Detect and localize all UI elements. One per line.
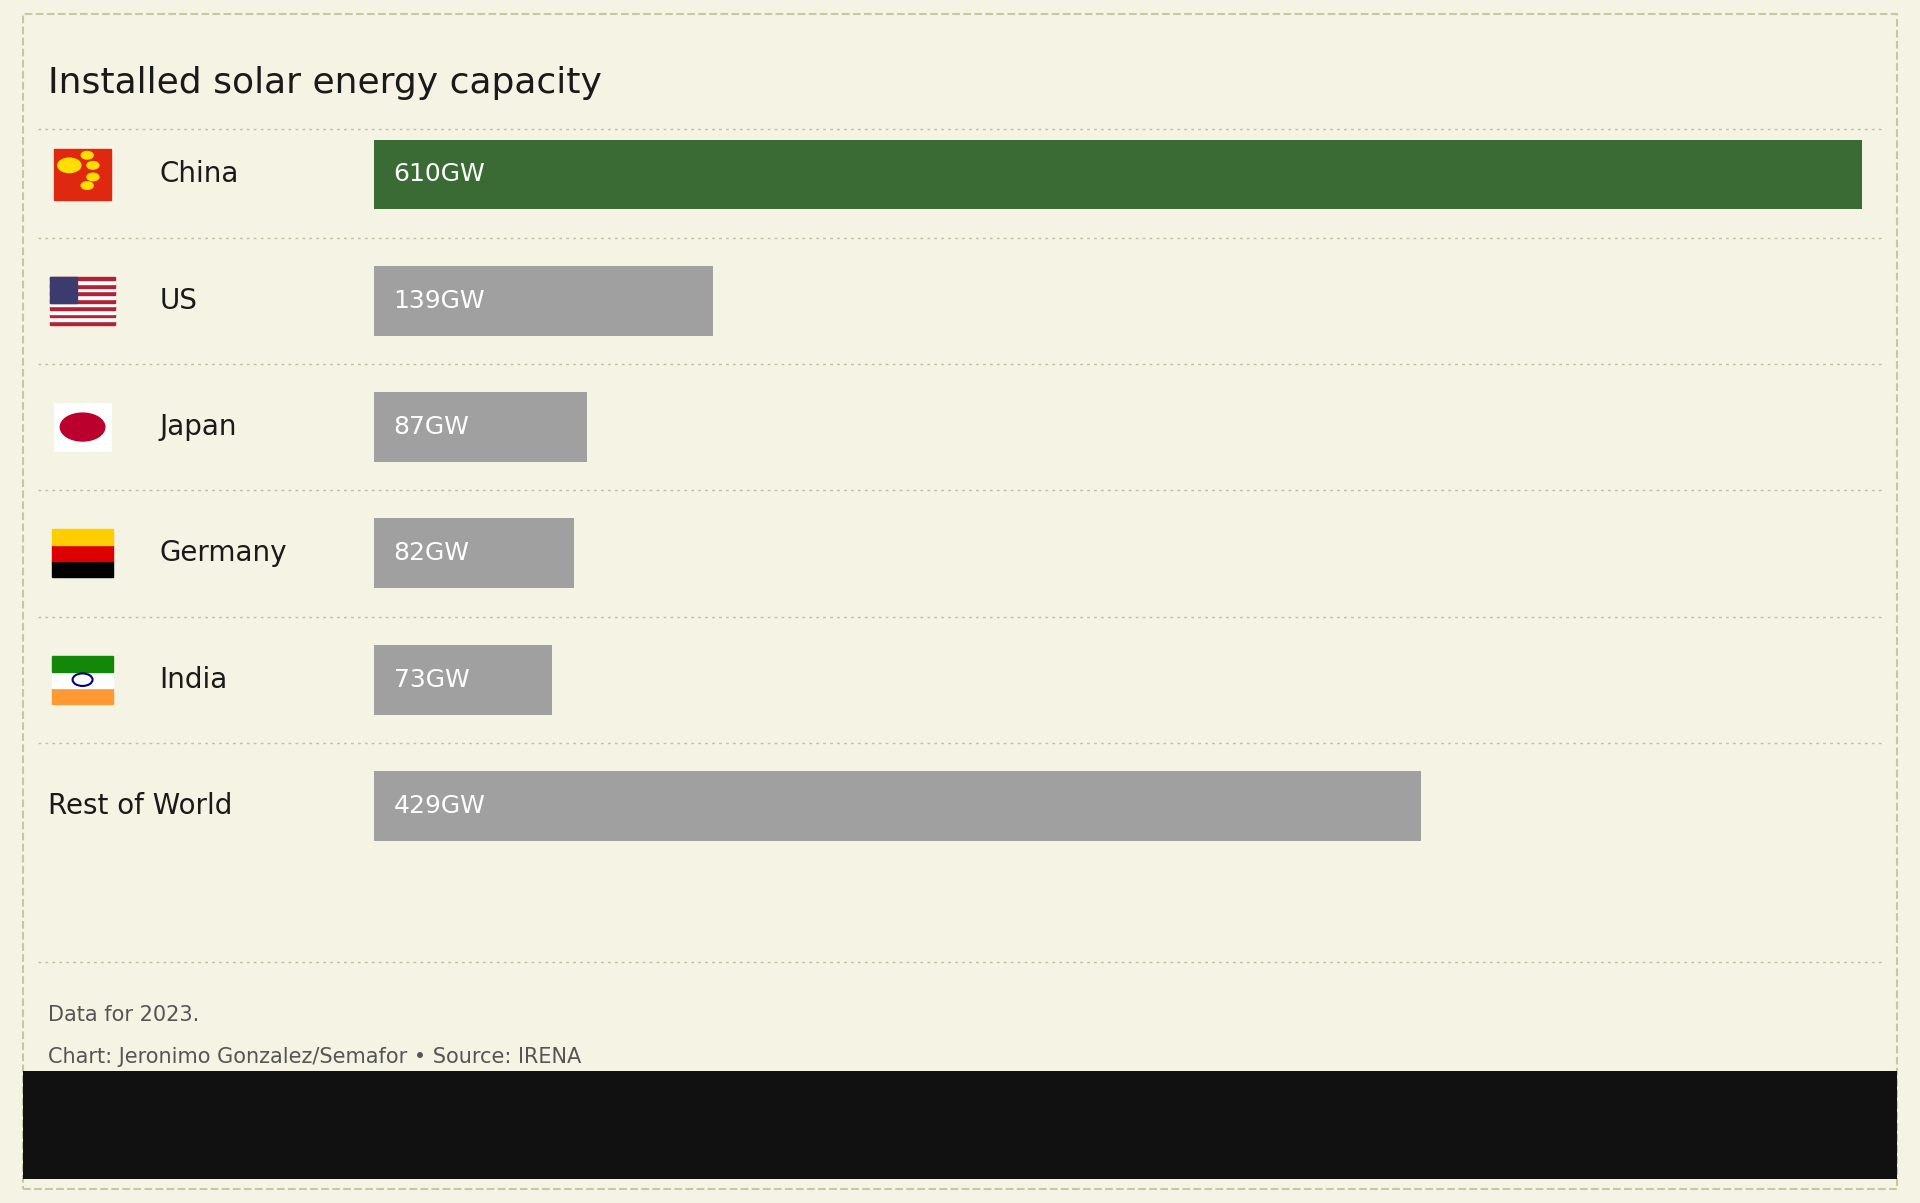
Bar: [50, 310, 115, 314]
Bar: [50, 280, 115, 284]
Bar: [50, 277, 77, 303]
Circle shape: [60, 413, 106, 442]
Bar: [52, 529, 113, 545]
Text: China: China: [159, 160, 238, 189]
Text: Installed solar energy capacity: Installed solar energy capacity: [48, 66, 601, 100]
Text: Chart: Jeronimo Gonzalez/Semafor • Source: IRENA: Chart: Jeronimo Gonzalez/Semafor • Sourc…: [48, 1047, 582, 1067]
Bar: [50, 298, 115, 303]
Bar: [54, 403, 111, 451]
Text: Data for 2023.: Data for 2023.: [48, 1005, 200, 1025]
FancyBboxPatch shape: [374, 645, 553, 715]
FancyBboxPatch shape: [23, 1071, 1897, 1179]
FancyBboxPatch shape: [374, 771, 1421, 841]
Text: 139GW: 139GW: [394, 289, 486, 313]
Text: Rest of World: Rest of World: [48, 792, 232, 820]
Bar: [52, 671, 113, 688]
Circle shape: [58, 158, 81, 172]
Bar: [50, 314, 115, 318]
Text: 82GW: 82GW: [394, 541, 470, 565]
Bar: [50, 303, 115, 307]
Text: 610GW: 610GW: [394, 162, 486, 186]
Bar: [50, 307, 115, 310]
FancyBboxPatch shape: [374, 392, 588, 462]
Circle shape: [86, 173, 100, 180]
Text: Germany: Germany: [159, 539, 286, 568]
Text: SEMAFOR: SEMAFOR: [73, 1110, 240, 1139]
Bar: [50, 277, 115, 280]
Bar: [50, 295, 115, 298]
Bar: [52, 656, 113, 671]
Text: Japan: Japan: [159, 413, 236, 442]
Bar: [54, 149, 111, 200]
FancyBboxPatch shape: [23, 14, 1897, 1189]
Circle shape: [81, 182, 94, 189]
FancyBboxPatch shape: [374, 266, 714, 336]
Bar: [50, 284, 115, 288]
Text: US: US: [159, 286, 198, 315]
Text: India: India: [159, 665, 228, 694]
Circle shape: [86, 161, 100, 170]
Bar: [52, 545, 113, 562]
Text: 87GW: 87GW: [394, 415, 470, 439]
Bar: [50, 291, 115, 295]
FancyBboxPatch shape: [374, 518, 574, 588]
Bar: [50, 321, 115, 325]
Bar: [50, 288, 115, 291]
Bar: [50, 318, 115, 321]
Bar: [52, 562, 113, 577]
Text: 429GW: 429GW: [394, 794, 486, 818]
Circle shape: [81, 152, 94, 159]
Text: 73GW: 73GW: [394, 668, 468, 692]
FancyBboxPatch shape: [374, 140, 1862, 209]
Bar: [52, 688, 113, 704]
